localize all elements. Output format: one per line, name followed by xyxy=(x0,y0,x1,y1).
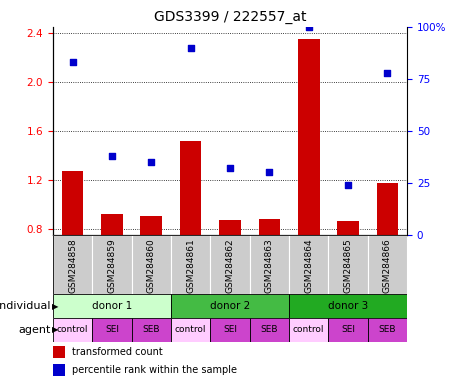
Text: agent: agent xyxy=(18,325,50,335)
Text: GSM284863: GSM284863 xyxy=(264,238,273,293)
Bar xyxy=(249,235,288,294)
Point xyxy=(265,169,273,175)
Bar xyxy=(249,318,288,342)
Bar xyxy=(210,318,249,342)
Bar xyxy=(101,214,123,235)
Bar xyxy=(171,235,210,294)
Text: GSM284860: GSM284860 xyxy=(146,238,156,293)
Bar xyxy=(171,318,210,342)
Bar xyxy=(376,183,397,235)
Bar xyxy=(171,294,288,318)
Text: donor 2: donor 2 xyxy=(209,301,250,311)
Bar xyxy=(92,318,131,342)
Bar xyxy=(62,171,83,235)
Bar xyxy=(258,219,280,235)
Text: transformed count: transformed count xyxy=(72,347,163,357)
Text: SEI: SEI xyxy=(340,325,354,334)
Point xyxy=(383,70,390,76)
Bar xyxy=(92,235,131,294)
Text: GSM284859: GSM284859 xyxy=(107,238,116,293)
Bar xyxy=(210,235,249,294)
Bar xyxy=(53,364,65,376)
Bar xyxy=(328,235,367,294)
Point xyxy=(186,45,194,51)
Text: SEI: SEI xyxy=(105,325,119,334)
Point xyxy=(304,24,312,30)
Bar xyxy=(131,235,171,294)
Text: SEB: SEB xyxy=(142,325,160,334)
Text: ▶: ▶ xyxy=(51,325,58,334)
Text: SEI: SEI xyxy=(223,325,236,334)
Text: GSM284862: GSM284862 xyxy=(225,238,234,293)
Text: GSM284861: GSM284861 xyxy=(186,238,195,293)
Bar xyxy=(297,39,319,235)
Point xyxy=(344,182,351,188)
Text: percentile rank within the sample: percentile rank within the sample xyxy=(72,365,237,375)
Bar xyxy=(53,294,171,318)
Point xyxy=(147,159,155,165)
Text: GSM284864: GSM284864 xyxy=(303,238,313,293)
Text: control: control xyxy=(174,325,206,334)
Bar xyxy=(288,294,406,318)
Bar xyxy=(336,221,358,235)
Text: control: control xyxy=(292,325,324,334)
Text: donor 1: donor 1 xyxy=(92,301,132,311)
Text: GSM284865: GSM284865 xyxy=(343,238,352,293)
Text: control: control xyxy=(57,325,88,334)
Text: ▶: ▶ xyxy=(51,301,58,311)
Bar xyxy=(131,318,171,342)
Bar xyxy=(288,235,328,294)
Bar xyxy=(53,235,92,294)
Text: GSM284858: GSM284858 xyxy=(68,238,77,293)
Text: donor 3: donor 3 xyxy=(327,301,367,311)
Bar xyxy=(53,346,65,358)
Point xyxy=(108,152,115,159)
Bar xyxy=(288,318,328,342)
Bar xyxy=(218,220,241,235)
Point xyxy=(69,59,76,65)
Text: GSM284866: GSM284866 xyxy=(382,238,391,293)
Bar xyxy=(53,318,92,342)
Title: GDS3399 / 222557_at: GDS3399 / 222557_at xyxy=(153,10,306,25)
Text: SEB: SEB xyxy=(378,325,395,334)
Bar xyxy=(367,318,406,342)
Bar xyxy=(367,235,406,294)
Text: SEB: SEB xyxy=(260,325,278,334)
Bar xyxy=(179,141,201,235)
Point xyxy=(226,165,233,171)
Bar xyxy=(140,216,162,235)
Text: individual: individual xyxy=(0,301,50,311)
Bar xyxy=(328,318,367,342)
